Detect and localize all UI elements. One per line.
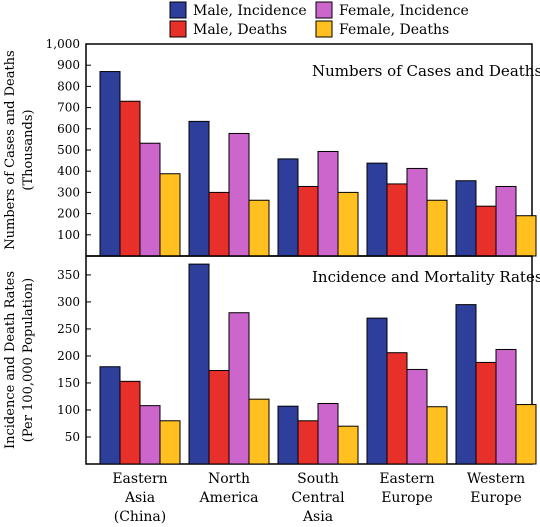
y-axis-title: Incidence and Death Rates <box>3 271 18 449</box>
bar-male-incidence-western-europe <box>455 180 477 257</box>
category-label: Asia <box>302 509 333 525</box>
bar-female-deaths-north-america <box>248 398 270 465</box>
panel-numbers-of-cases-and-deaths: 100 200 300 400 500 600 700 800 900 1,000 Numbers … <box>3 37 540 257</box>
bar-male-incidence-western-europe <box>455 304 477 465</box>
category-label: Europe <box>381 490 433 506</box>
category-label: South <box>297 471 339 487</box>
panel-incidence-and-mortality-rates: 50 100 150 200 250 300 350 Incidence and Death … <box>3 255 540 465</box>
bar-male-incidence-eastern-asia-china <box>99 71 121 257</box>
y-tick-label: 50 <box>65 430 80 444</box>
bar-female-incidence-western-europe <box>495 185 517 257</box>
bar-male-deaths-north-america <box>208 370 230 465</box>
bar-female-deaths-eastern-asia-china <box>159 420 181 465</box>
bar-female-incidence-eastern-asia-china <box>139 405 161 465</box>
y-tick-label: 100 <box>57 403 80 417</box>
y-tick-label: 800 <box>57 79 80 93</box>
legend-label: Male, Incidence <box>193 3 307 19</box>
panel-title: Numbers of Cases and Deaths <box>312 62 540 80</box>
bar-male-deaths-eastern-asia-china <box>119 380 141 465</box>
category-label: Europe <box>470 490 522 506</box>
y-axis-title: Numbers of Cases and Deaths <box>3 50 18 249</box>
legend-item-female-deaths: Female, Deaths <box>315 20 449 38</box>
y-tick-label: 200 <box>57 207 80 221</box>
y-tick-label: 300 <box>57 185 80 199</box>
bar-female-deaths-western-europe <box>515 404 537 465</box>
legend-item-female-incidence: Female, Incidence <box>315 1 469 19</box>
y-tick-label: 200 <box>57 349 80 363</box>
y-tick-label: 150 <box>57 376 80 390</box>
bar-male-incidence-eastern-asia-china <box>99 366 121 465</box>
bar-female-deaths-north-america <box>248 199 270 257</box>
legend-swatch <box>169 20 187 38</box>
bar-female-deaths-eastern-europe <box>426 406 448 465</box>
bar-male-incidence-south-central-asia <box>277 405 299 465</box>
legend-label: Male, Deaths <box>193 22 287 38</box>
y-tick-label: 400 <box>57 164 80 178</box>
bar-male-deaths-western-europe <box>475 361 497 465</box>
bar-female-incidence-western-europe <box>495 348 517 465</box>
bar-male-incidence-north-america <box>188 120 210 257</box>
legend-swatch <box>315 20 333 38</box>
bar-male-deaths-eastern-europe <box>386 183 408 257</box>
y-tick-label: 900 <box>57 58 80 72</box>
y-tick-label: 100 <box>57 228 80 242</box>
bar-male-incidence-south-central-asia <box>277 158 299 257</box>
bar-female-deaths-south-central-asia <box>337 191 359 257</box>
panel-title: Incidence and Mortality Rates <box>312 268 540 286</box>
bar-female-incidence-eastern-europe <box>406 368 428 465</box>
bar-female-deaths-eastern-europe <box>426 199 448 257</box>
bar-male-deaths-eastern-europe <box>386 352 408 465</box>
y-tick-label: 700 <box>57 101 80 115</box>
y-tick-label: 350 <box>57 268 80 282</box>
bar-male-incidence-eastern-europe <box>366 162 388 257</box>
bar-male-incidence-north-america <box>188 263 210 465</box>
y-tick-label: 500 <box>57 143 80 157</box>
category-label: America <box>198 490 258 506</box>
chart-panels: 100 200 300 400 500 600 700 800 900 1,000 Numbers … <box>3 37 540 525</box>
category-label: Central <box>291 490 345 506</box>
category-label: Western <box>467 471 525 487</box>
bar-female-deaths-western-europe <box>515 215 537 257</box>
bar-female-incidence-north-america <box>228 132 250 257</box>
legend-item-male-deaths: Male, Deaths <box>169 20 287 38</box>
bar-female-incidence-eastern-europe <box>406 167 428 257</box>
category-label: Eastern <box>112 471 167 487</box>
bar-male-deaths-western-europe <box>475 205 497 257</box>
y-tick-label: 250 <box>57 322 80 336</box>
bar-female-incidence-eastern-asia-china <box>139 142 161 257</box>
bar-female-incidence-south-central-asia <box>317 402 339 465</box>
category-label: (China) <box>114 509 167 525</box>
bar-male-deaths-south-central-asia <box>297 185 319 257</box>
bar-female-deaths-eastern-asia-china <box>159 173 181 257</box>
category-label: Eastern <box>379 471 434 487</box>
bar-female-incidence-south-central-asia <box>317 150 339 257</box>
legend-label: Female, Incidence <box>339 3 469 19</box>
y-axis-title: (Thousands) <box>21 109 36 190</box>
y-tick-label: 600 <box>57 122 80 136</box>
legend-item-male-incidence: Male, Incidence <box>169 1 307 19</box>
y-tick-label: 1,000 <box>46 37 80 51</box>
category-label: Asia <box>124 490 155 506</box>
bar-male-incidence-eastern-europe <box>366 317 388 465</box>
legend-swatch <box>169 1 187 19</box>
bar-male-deaths-eastern-asia-china <box>119 100 141 257</box>
x-axis-labels: Eastern Asia (China) North America South Centr… <box>112 471 525 525</box>
legend: Male, Incidence Male, Deaths Female, Incid… <box>169 1 469 38</box>
bar-male-deaths-south-central-asia <box>297 420 319 465</box>
legend-label: Female, Deaths <box>339 22 449 38</box>
bar-male-deaths-north-america <box>208 191 230 257</box>
bar-female-deaths-south-central-asia <box>337 425 359 465</box>
bar-female-incidence-north-america <box>228 312 250 465</box>
category-label: North <box>208 471 250 487</box>
y-tick-label: 300 <box>57 295 80 309</box>
legend-swatch <box>315 1 333 19</box>
y-axis-title: (Per 100,000 Population) <box>21 278 36 442</box>
